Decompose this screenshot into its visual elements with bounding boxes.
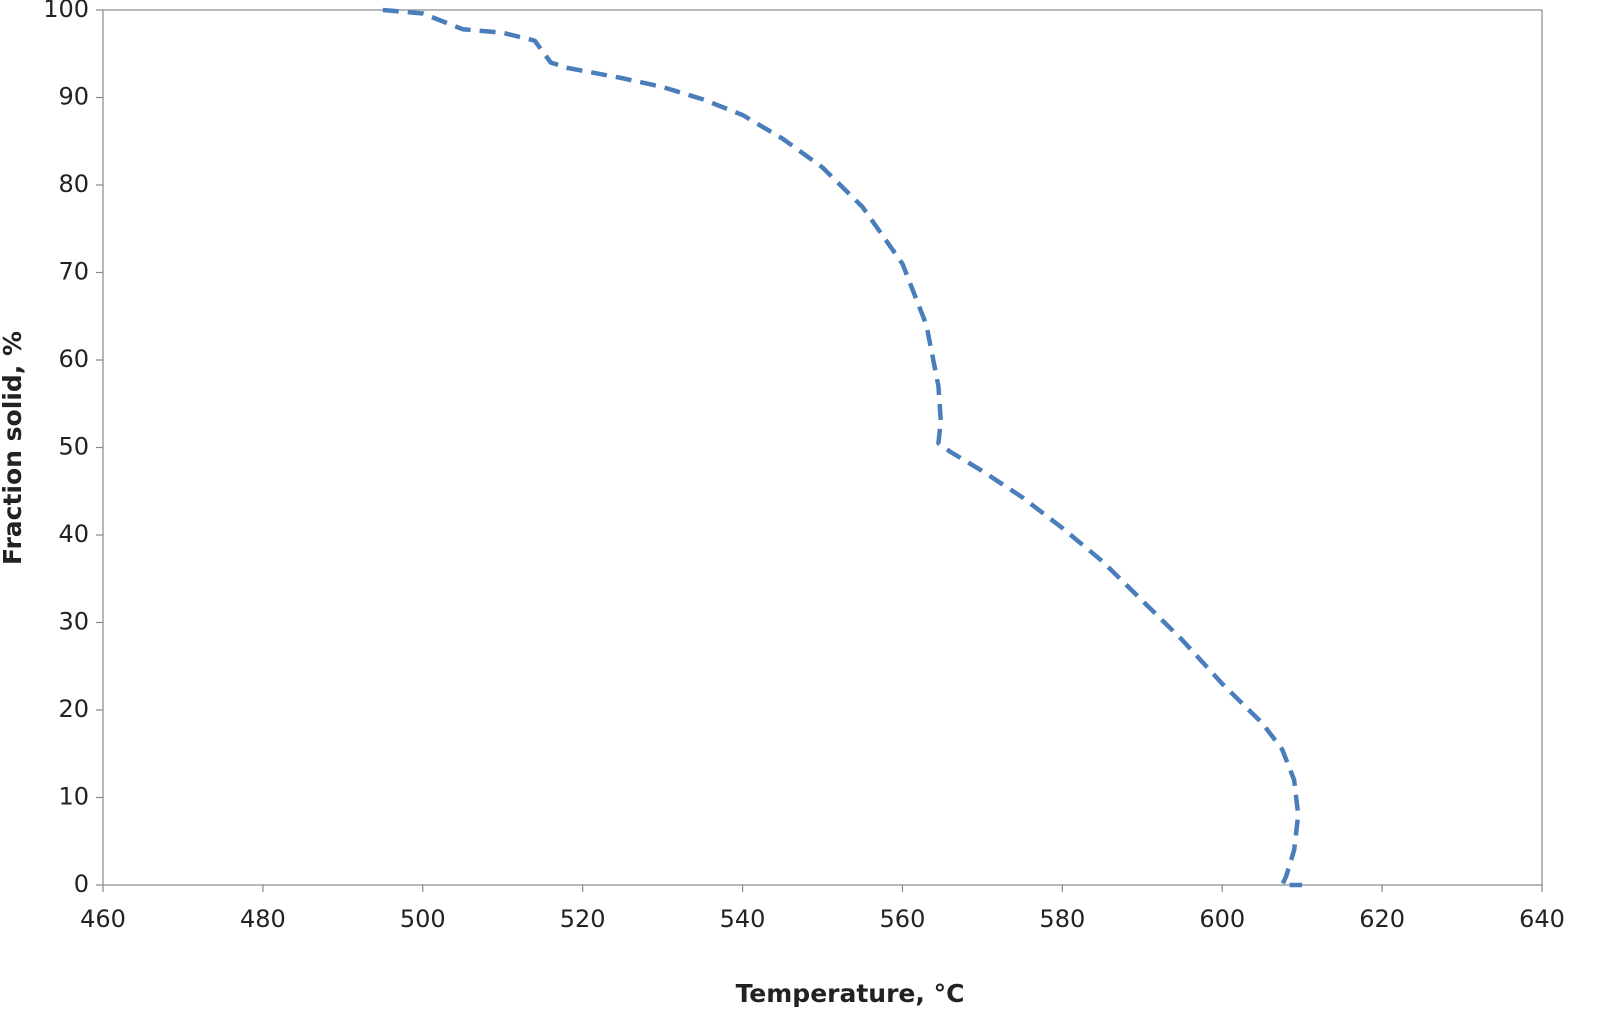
y-tick-label: 100: [43, 0, 89, 23]
x-tick-label: 600: [1199, 905, 1245, 933]
y-axis-title: Fraction solid, %: [0, 331, 27, 565]
x-tick-label: 560: [880, 905, 926, 933]
x-tick-label: 460: [80, 905, 126, 933]
x-tick-label: 620: [1359, 905, 1405, 933]
x-axis-title: Temperature, °C: [736, 979, 965, 1008]
x-tick-label: 480: [240, 905, 286, 933]
y-tick-label: 10: [58, 783, 89, 811]
x-tick-label: 540: [720, 905, 766, 933]
y-tick-label: 90: [58, 83, 89, 111]
y-tick-label: 20: [58, 695, 89, 723]
y-tick-label: 0: [74, 870, 89, 898]
x-tick-label: 580: [1039, 905, 1085, 933]
x-tick-label: 500: [400, 905, 446, 933]
y-tick-label: 80: [58, 170, 89, 198]
y-tick-label: 30: [58, 608, 89, 636]
x-tick-label: 640: [1519, 905, 1565, 933]
x-tick-label: 520: [560, 905, 606, 933]
data-line: [382, 7, 1303, 888]
y-tick-label: 40: [58, 520, 89, 548]
y-tick-label: 60: [58, 345, 89, 373]
plot-area: [102, 9, 1543, 886]
y-tick-label: 70: [58, 258, 89, 286]
y-tick-label: 50: [58, 433, 89, 461]
